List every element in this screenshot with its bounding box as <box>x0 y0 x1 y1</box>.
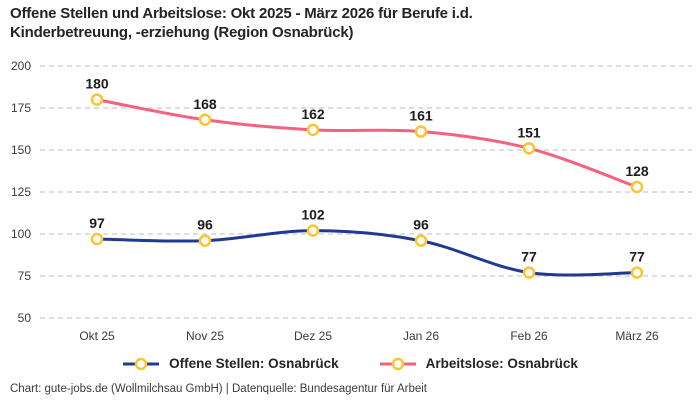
y-tick-label: 50 <box>18 311 32 325</box>
data-point-marker <box>90 232 104 246</box>
y-tick-label: 200 <box>11 59 31 73</box>
data-point-marker <box>630 266 644 279</box>
legend-label: Offene Stellen: Osnabrück <box>169 356 339 371</box>
y-tick-label: 175 <box>11 101 31 115</box>
chart-source-attribution: Chart: gute-jobs.de (Wollmilchsau GmbH) … <box>10 383 427 395</box>
data-point-label: 77 <box>521 249 537 265</box>
data-point-marker <box>306 224 320 237</box>
x-tick-label: Nov 25 <box>186 329 224 343</box>
x-tick-label: März 26 <box>615 329 659 343</box>
series-line <box>95 98 639 189</box>
data-point-marker <box>414 125 428 138</box>
data-point-label: 168 <box>193 96 217 112</box>
data-point-marker <box>522 142 536 155</box>
y-tick-label: 100 <box>11 227 31 241</box>
data-point-marker <box>414 234 428 247</box>
y-tick-label: 125 <box>11 185 31 199</box>
y-tick-label: 150 <box>11 143 31 157</box>
data-point-marker <box>630 180 644 194</box>
data-point-marker <box>198 113 212 127</box>
legend-line-marker-icon <box>123 357 160 370</box>
data-point-marker <box>306 123 320 137</box>
chart-legend: Offene Stellen: Osnabrück Arbeitslose: O… <box>0 356 700 371</box>
series-line <box>95 229 639 277</box>
x-tick-label: Dez 25 <box>294 329 332 343</box>
line-chart: 50 75 100 125 150 175 200 Okt 25 Nov 25 Dez 25 Jan… <box>11 59 692 343</box>
data-point-label: 97 <box>89 215 105 231</box>
legend-label: Arbeitslose: Osnabrück <box>425 356 578 371</box>
data-point-label: 96 <box>197 217 213 233</box>
data-point-label: 77 <box>629 249 645 265</box>
data-point-label: 162 <box>301 106 325 122</box>
legend-item-offene-stellen: Offene Stellen: Osnabrück <box>122 356 339 371</box>
data-point-label: 102 <box>301 207 325 223</box>
page-title-line2: Kinderbetreuung, -erziehung (Region Osna… <box>10 24 354 41</box>
data-point-label: 180 <box>85 76 109 92</box>
data-point-label: 96 <box>413 217 429 233</box>
x-tick-label: Feb 26 <box>510 329 548 343</box>
legend-line-marker-icon <box>379 357 416 370</box>
x-tick-label: Okt 25 <box>79 329 115 343</box>
data-point-marker <box>198 234 212 247</box>
legend-item-arbeitslose: Arbeitslose: Osnabrück <box>379 356 578 371</box>
data-point-label: 161 <box>409 108 433 124</box>
data-point-marker <box>90 93 104 106</box>
x-tick-label: Jan 26 <box>403 329 439 343</box>
data-point-label: 151 <box>517 124 541 140</box>
y-tick-label: 75 <box>18 269 32 283</box>
data-point-marker <box>522 266 536 279</box>
page-title-line1: Offene Stellen und Arbeitslose: Okt 2025… <box>10 5 473 22</box>
page-title: Offene Stellen und Arbeitslose: Okt 2025… <box>10 4 570 42</box>
data-point-label: 128 <box>625 163 649 179</box>
